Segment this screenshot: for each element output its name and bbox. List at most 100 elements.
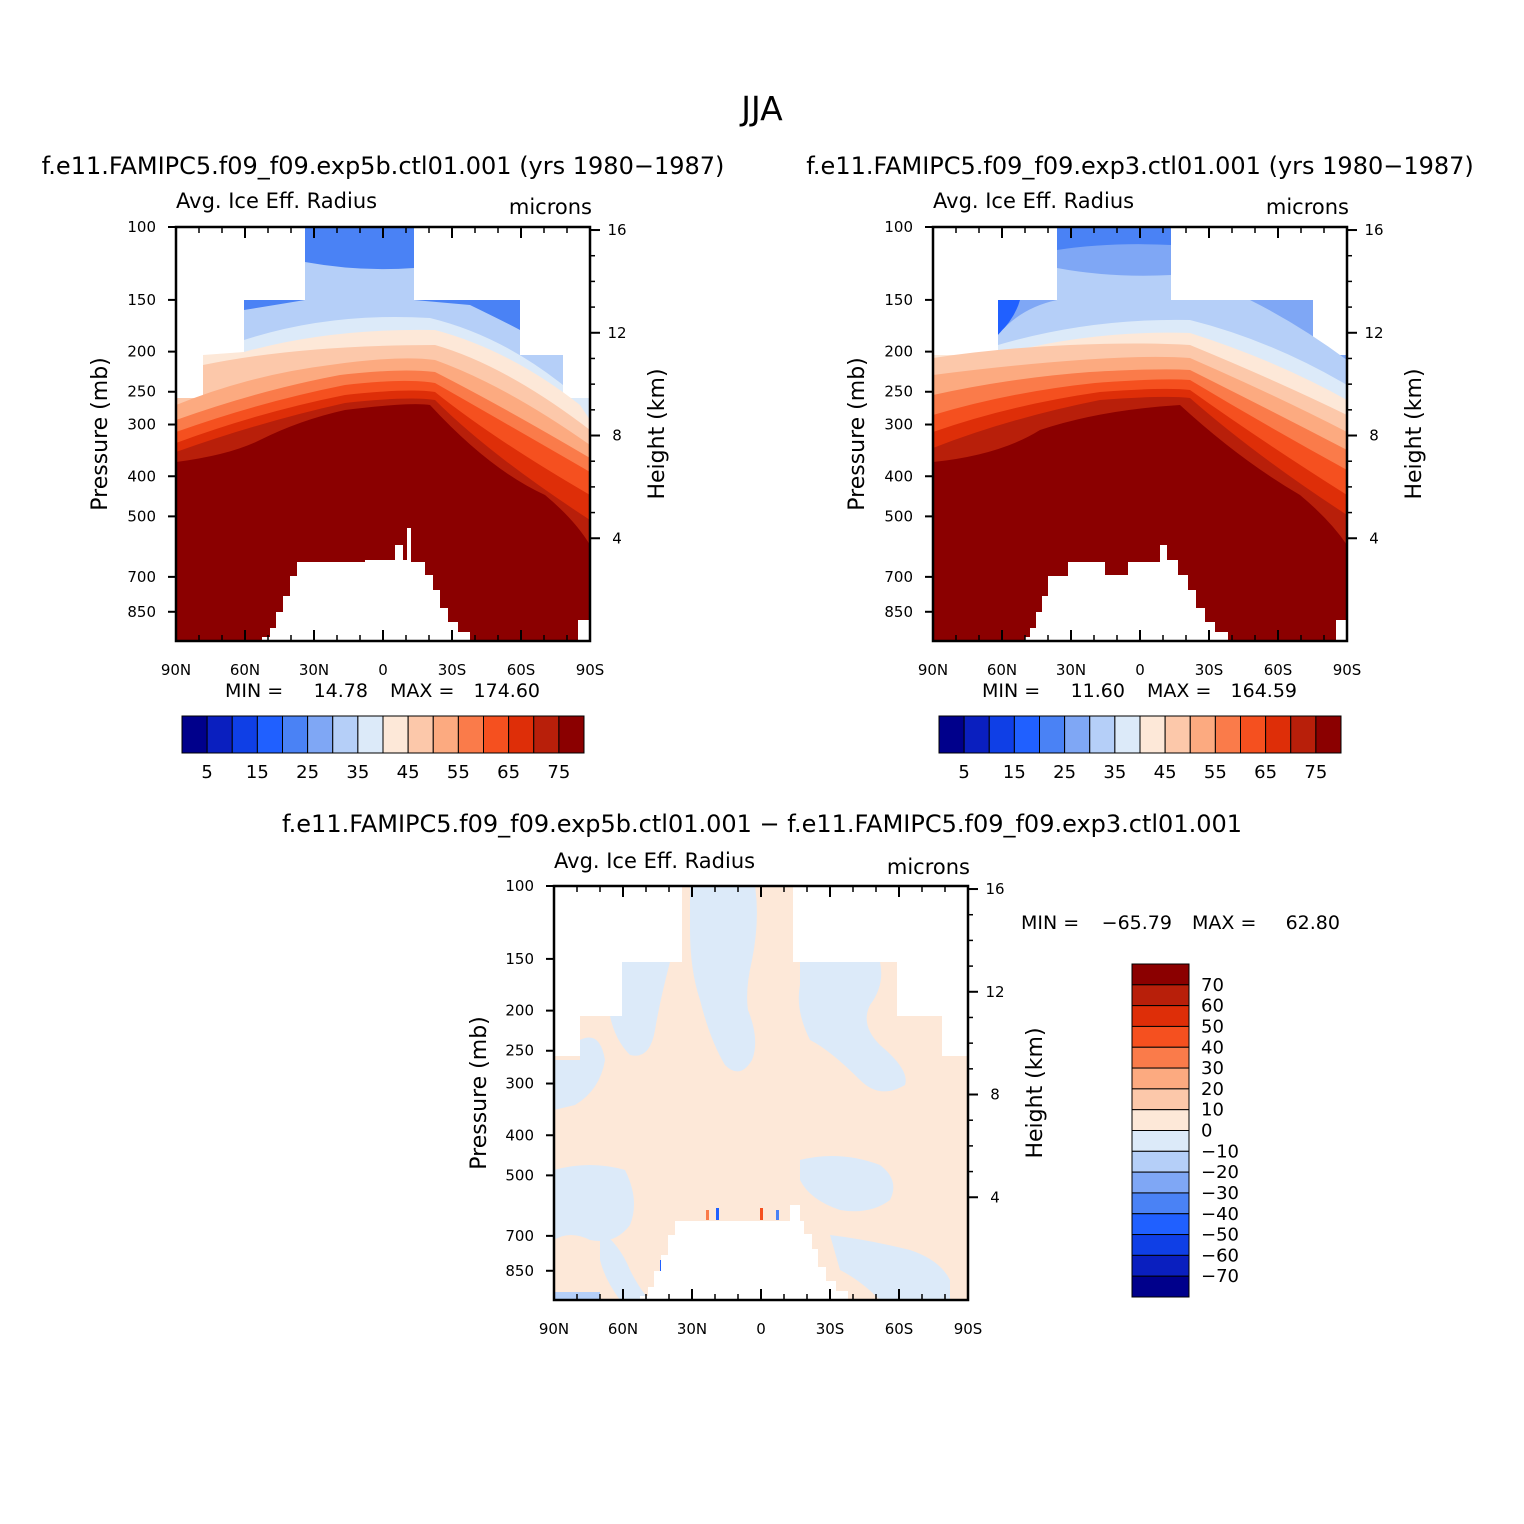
panel-c-contour-field xyxy=(554,886,968,1300)
panel-c-min-label: MIN = xyxy=(1021,912,1079,934)
panel-b-colorbar-swatch xyxy=(1315,715,1342,754)
panel-a-y2label: Height (km) xyxy=(645,368,670,499)
panel-c-colorbar-label: 40 xyxy=(1201,1037,1224,1058)
panel-c-xtick-label: 60S xyxy=(885,1320,914,1338)
panel-c-xtick-label: 90S xyxy=(954,1320,983,1338)
panel-c-colorbar-swatch xyxy=(1131,1025,1190,1048)
panel-a-ytick-label: 250 xyxy=(127,383,156,401)
panel-a-ytick-label: 150 xyxy=(127,291,156,309)
panel-c-colorbar-swatch xyxy=(1131,1275,1190,1298)
panel-a-colorbar-swatch xyxy=(457,715,484,754)
panel-a-y2tick-label: 16 xyxy=(607,221,626,239)
panel-c-ytick-label: 150 xyxy=(505,950,534,968)
panel-b-colorbar-swatch xyxy=(1139,715,1166,754)
panel-a-xtick-label: 30S xyxy=(438,661,467,679)
panel-b-max-value: 164.59 xyxy=(1231,680,1297,702)
panel-b-colorbar-swatch xyxy=(1290,715,1317,754)
panel-b-max-label: MAX = xyxy=(1147,680,1211,702)
panel-b-surface-blank xyxy=(1336,620,1347,641)
panel-b-colorbar-label: 75 xyxy=(1304,762,1327,783)
panel-b-ytick-label: 250 xyxy=(884,383,913,401)
panel-b-min-label: MIN = xyxy=(982,680,1040,702)
panel-b-title: f.e11.FAMIPC5.f09_f09.exp3.ctl01.001 (yr… xyxy=(806,152,1474,180)
panel-c-strip-orange-1 xyxy=(706,1210,709,1220)
panel-b-ytick-label: 850 xyxy=(884,603,913,621)
panel-a-xtick-label: 90S xyxy=(576,661,605,679)
panel-c-ytick-label: 500 xyxy=(505,1166,534,1184)
panel-c-ytick-label: 400 xyxy=(505,1126,534,1144)
panel-c-colorbar-swatch xyxy=(1131,1150,1190,1173)
panel-b-y2tick-label: 8 xyxy=(1369,427,1379,445)
panel-c-neg-topblue xyxy=(690,886,757,1072)
panel-a-max-value: 174.60 xyxy=(474,680,540,702)
panel-c-colorbar-swatch xyxy=(1131,963,1190,986)
panel-c-x-axis: 90N 60N 30N 0 30S 60S 90S xyxy=(539,886,982,1338)
panel-a-max-label: MAX = xyxy=(390,680,454,702)
panel-c-colorbar-swatch xyxy=(1131,1109,1190,1131)
panel-c-colorbar-swatch xyxy=(1131,1171,1190,1194)
panel-a-y2tick-label: 4 xyxy=(612,529,622,547)
panel-c-colorbar-label: 30 xyxy=(1201,1058,1224,1079)
panel-a-subtitle-left: Avg. Ice Eff. Radius xyxy=(176,189,377,213)
panel-b-colorbar-label: 15 xyxy=(1003,762,1026,783)
panel-a-y2tick-label: 12 xyxy=(607,324,626,342)
panel-b-y2tick-label: 12 xyxy=(1364,324,1383,342)
panel-a-colorbar-swatch xyxy=(533,715,560,754)
panel-c-ytick-label: 700 xyxy=(505,1227,534,1245)
panel-b: f.e11.FAMIPC5.f09_f09.exp3.ctl01.001 (yr… xyxy=(806,152,1474,783)
panel-b-y2tick-label: 16 xyxy=(1364,221,1383,239)
panel-c-colorbar-label: 70 xyxy=(1201,975,1224,996)
panel-b-colorbar-swatch xyxy=(938,715,965,754)
panel-b-ytick-label: 500 xyxy=(884,507,913,525)
panel-a-colorbar-label: 65 xyxy=(497,762,520,783)
panel-a-colorbar-swatch xyxy=(432,715,459,754)
panel-c-colorbar-label: −50 xyxy=(1201,1225,1239,1246)
panel-a-ytick-label: 300 xyxy=(127,416,156,434)
panel-c-colorbar-label: 0 xyxy=(1201,1121,1212,1142)
panel-c-colorbar-swatch xyxy=(1131,1192,1190,1215)
panel-b-colorbar-swatch xyxy=(988,715,1015,754)
panel-a-contour-field xyxy=(176,227,590,641)
panel-b-colorbar-swatch xyxy=(1164,715,1191,754)
panel-c-neg-south xyxy=(830,1235,950,1300)
panel-b-band-deep-red xyxy=(933,405,1347,641)
panel-c-subtitle-right: microns xyxy=(887,855,970,879)
panel-b-ytick-label: 200 xyxy=(884,343,913,361)
panel-b-colorbar-swatch xyxy=(963,715,990,754)
panel-b-colorbar-label: 25 xyxy=(1053,762,1076,783)
panel-a-colorbar-swatch xyxy=(206,715,233,754)
panel-b-xtick-label: 60N xyxy=(987,661,1017,679)
panel-b-colorbar-swatch xyxy=(1089,715,1116,754)
panel-a-colorbar-swatch xyxy=(282,715,309,754)
panel-b-colorbar-label: 5 xyxy=(958,762,969,783)
panel-b-y2tick-label: 4 xyxy=(1369,529,1379,547)
panel-a-subtitle-right: microns xyxy=(509,195,592,219)
panel-c-strip-blue-1 xyxy=(716,1208,719,1220)
panel-c-colorbar-swatch xyxy=(1131,1067,1190,1090)
panel-a-colorbar-label: 75 xyxy=(547,762,570,783)
panel-a-colorbar-swatch xyxy=(407,715,434,754)
panel-a-xtick-label: 60N xyxy=(230,661,260,679)
panel-a-xtick-label: 0 xyxy=(378,661,388,679)
panel-a-colorbar-label: 35 xyxy=(346,762,369,783)
panel-a-ylabel: Pressure (mb) xyxy=(88,357,113,511)
panel-a-colorbar-swatch xyxy=(332,715,359,754)
panel-a-x-axis: 90N 60N 30N 0 30S 60S 90S xyxy=(161,227,604,679)
figure-title: JJA xyxy=(739,89,783,128)
panel-a-colorbar-label: 5 xyxy=(201,762,212,783)
panel-c-title: f.e11.FAMIPC5.f09_f09.exp5b.ctl01.001 − … xyxy=(282,810,1242,838)
panel-a-xtick-label: 30N xyxy=(299,661,329,679)
panel-b-y-axis: 100 150 200 250 300 400 500 700 850 16 12 8 4 xyxy=(884,218,1383,621)
panel-b-colorbar-swatch xyxy=(1214,715,1241,754)
panel-c-neg-sw xyxy=(600,1230,650,1300)
panel-c-colorbar-label: −10 xyxy=(1201,1141,1239,1162)
panel-c-xtick-label: 60N xyxy=(608,1320,638,1338)
panel-c-ytick-label: 100 xyxy=(505,877,534,895)
panel-c-ylabel: Pressure (mb) xyxy=(467,1016,492,1170)
panel-b-colorbar-label: 35 xyxy=(1103,762,1126,783)
panel-a-xtick-label: 60S xyxy=(507,661,536,679)
panel-c-y2label: Height (km) xyxy=(1023,1027,1048,1158)
panel-c-y-axis: 100 150 200 250 300 400 500 700 850 16 12 8 4 xyxy=(505,877,1004,1280)
panel-a-xtick-label: 90N xyxy=(161,661,191,679)
